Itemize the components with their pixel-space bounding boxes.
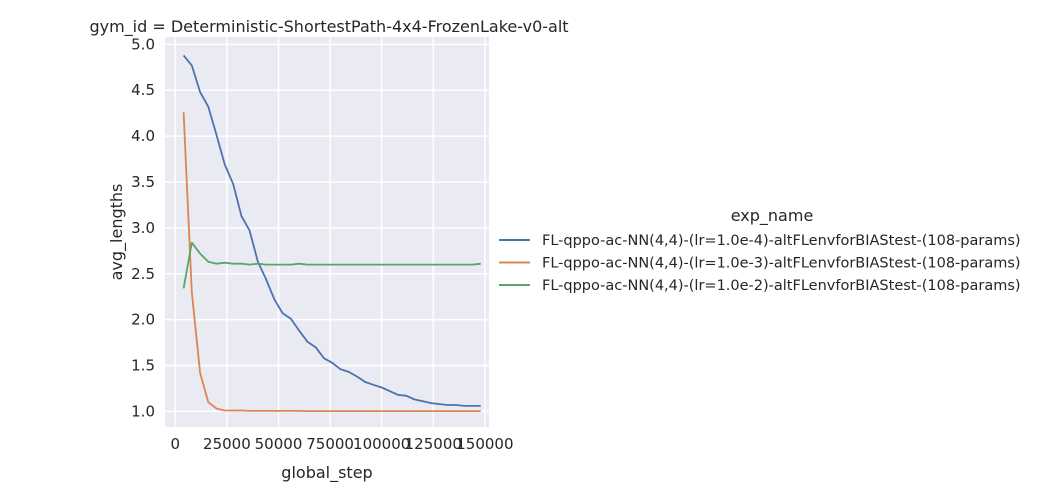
legend-label: FL-qppo-ac-NN(4,4)-(lr=1.0e-4)-altFLenvf… (542, 233, 1021, 249)
x-axis-label: global_step (281, 463, 372, 483)
grid-lines (165, 37, 489, 427)
series-line-1 (182, 54, 481, 407)
legend-title: exp_name (731, 206, 814, 226)
legend: exp_name FL-qppo-ac-NN(4,4)-(lr=1.0e-4)-… (499, 206, 1021, 294)
x-tick-label: 25000 (203, 435, 251, 453)
legend-label: FL-qppo-ac-NN(4,4)-(lr=1.0e-2)-altFLenvf… (542, 278, 1021, 294)
x-tick-label: 125000 (405, 435, 462, 453)
y-tick-labels: 1.0 1.5 2.0 2.5 3.0 3.5 4.0 4.5 5.0 (131, 35, 155, 420)
legend-items: FL-qppo-ac-NN(4,4)-(lr=1.0e-4)-altFLenvf… (499, 233, 1021, 294)
y-tick-label: 1.5 (131, 357, 155, 375)
y-tick-label: 4.5 (131, 81, 155, 99)
y-tick-label: 2.5 (131, 265, 155, 283)
y-tick-label: 5.0 (131, 35, 155, 53)
x-tick-label: 50000 (255, 435, 303, 453)
plot-background (165, 37, 489, 427)
y-tick-label: 2.0 (131, 311, 155, 329)
x-tick-label: 0 (171, 435, 181, 453)
chart-title: gym_id = Deterministic-ShortestPath-4x4-… (89, 17, 568, 37)
x-tick-label: 75000 (306, 435, 354, 453)
y-tick-label: 4.0 (131, 127, 155, 145)
x-tick-label: 100000 (353, 435, 410, 453)
series-line-3 (182, 241, 481, 289)
data-lines (182, 54, 481, 413)
x-tick-label: 150000 (456, 435, 513, 453)
y-axis-label: avg_lengths (107, 184, 127, 281)
y-tick-label: 3.5 (131, 173, 155, 191)
y-tick-label: 3.0 (131, 219, 155, 237)
legend-label: FL-qppo-ac-NN(4,4)-(lr=1.0e-3)-altFLenvf… (542, 256, 1021, 272)
series-line-2 (182, 112, 481, 413)
y-tick-label: 1.0 (131, 402, 155, 420)
